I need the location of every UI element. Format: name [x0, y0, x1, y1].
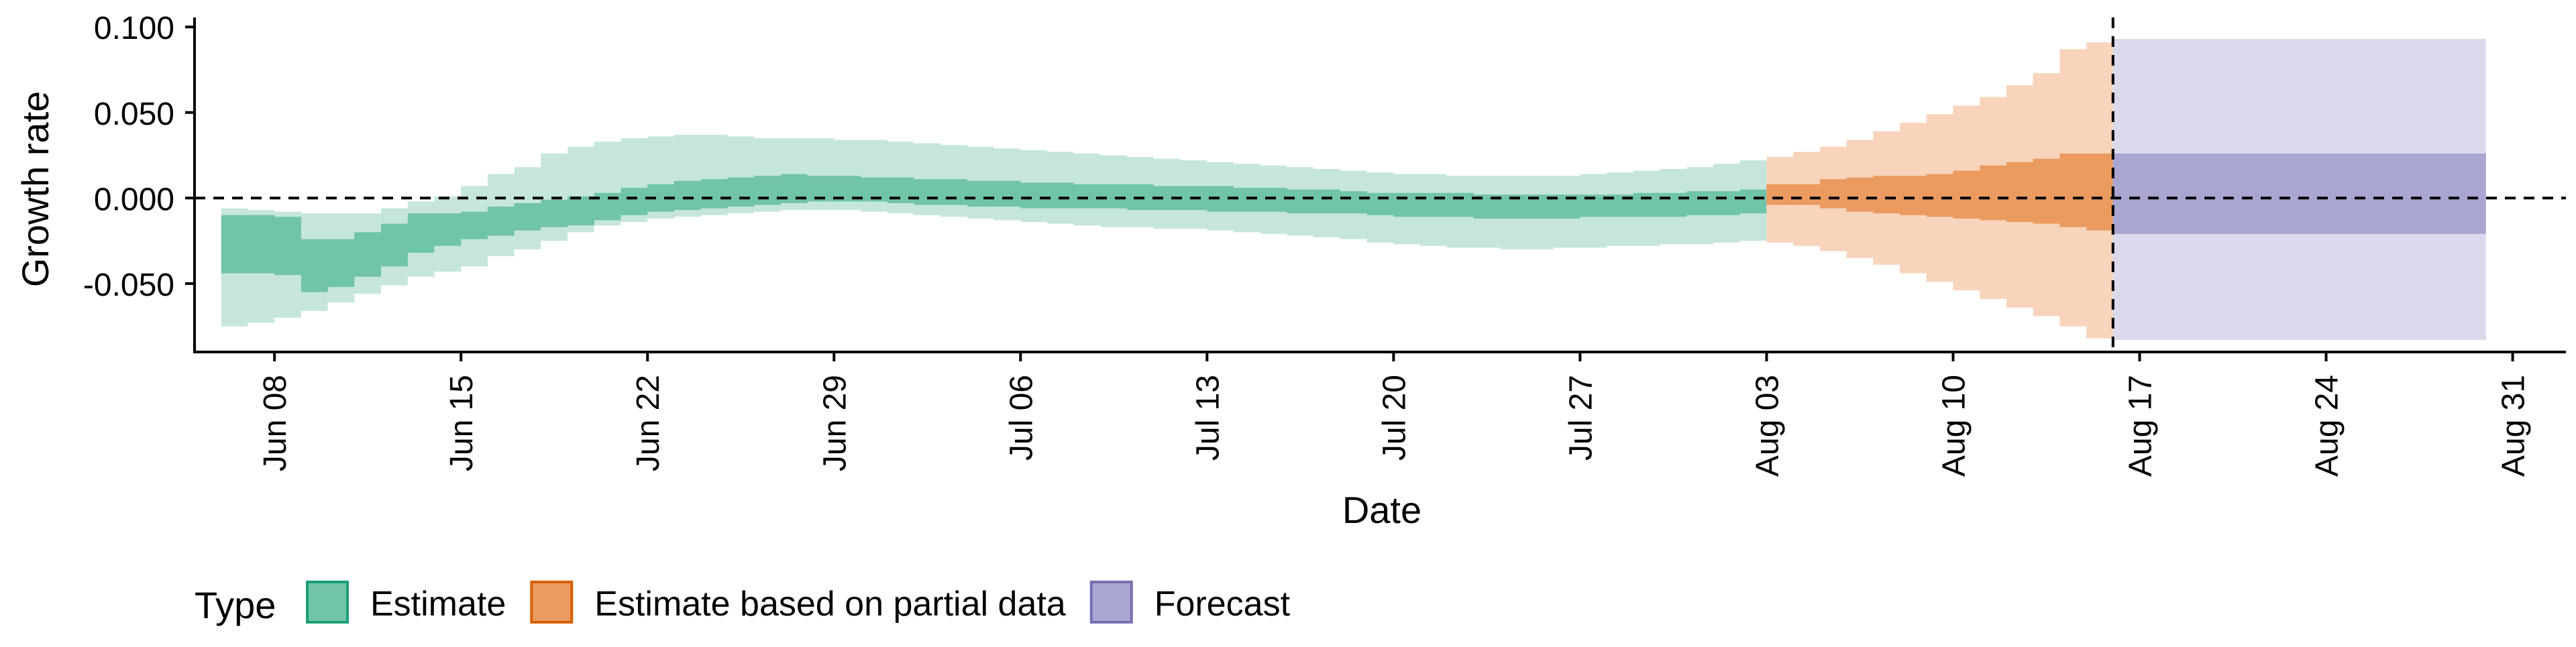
legend: Type Estimate Estimate based on partial d…: [195, 581, 1291, 626]
y-tick-label: -0.050: [83, 268, 174, 303]
legend-title: Type: [195, 584, 276, 626]
x-tick-label: Jul 20: [1377, 375, 1412, 461]
y-axis-title: Growth rate: [14, 91, 56, 288]
series-partial-inner-band: [1766, 154, 2113, 231]
legend-item-estimate: Estimate: [306, 581, 506, 624]
legend-label: Estimate: [370, 585, 506, 624]
series-forecast-inner-band: [2112, 154, 2486, 234]
x-axis-title: Date: [1342, 489, 1421, 531]
x-tick-label: Jun 08: [258, 375, 293, 471]
reference-lines: [195, 17, 2566, 352]
x-tick-label: Jun 15: [444, 375, 480, 471]
x-tick-label: Aug 17: [2123, 375, 2159, 477]
series-forecast: [2112, 39, 2486, 341]
legend-swatch: [1089, 581, 1133, 624]
legend-label: Estimate based on partial data: [594, 585, 1066, 624]
axes: 0.100 0.050 0.000 -0.050 Jun 08 Jun 15 Jun 22 J…: [83, 11, 2566, 477]
y-tick-label: 0.000: [94, 182, 174, 217]
x-tick-label: Aug 10: [1937, 375, 1972, 477]
x-tick-label: Jun 29: [817, 375, 853, 471]
legend-swatch: [306, 581, 349, 624]
x-tick-label: Jul 06: [1004, 375, 1039, 461]
x-tick-label: Jul 27: [1563, 375, 1599, 461]
legend-item-forecast: Forecast: [1089, 581, 1291, 624]
x-tick-label: Aug 03: [1750, 375, 1785, 477]
x-tick-label: Jul 13: [1190, 375, 1226, 461]
y-tick-label: 0.050: [94, 97, 174, 132]
legend-swatch: [530, 581, 574, 624]
series-partial: [1766, 42, 2113, 339]
x-tick-label: Aug 31: [2496, 375, 2532, 477]
series-estimate-inner-band: [221, 174, 1767, 292]
legend-item-partial: Estimate based on partial data: [530, 581, 1066, 624]
legend-label: Forecast: [1155, 585, 1291, 624]
y-tick-label: 0.100: [94, 11, 174, 46]
x-tick-label: Aug 24: [2310, 375, 2345, 477]
series-estimate: [221, 135, 1767, 327]
series-estimate-outer-band: [221, 135, 1767, 327]
x-tick-label: Jun 22: [631, 375, 666, 471]
bands-layer: [221, 39, 2486, 341]
